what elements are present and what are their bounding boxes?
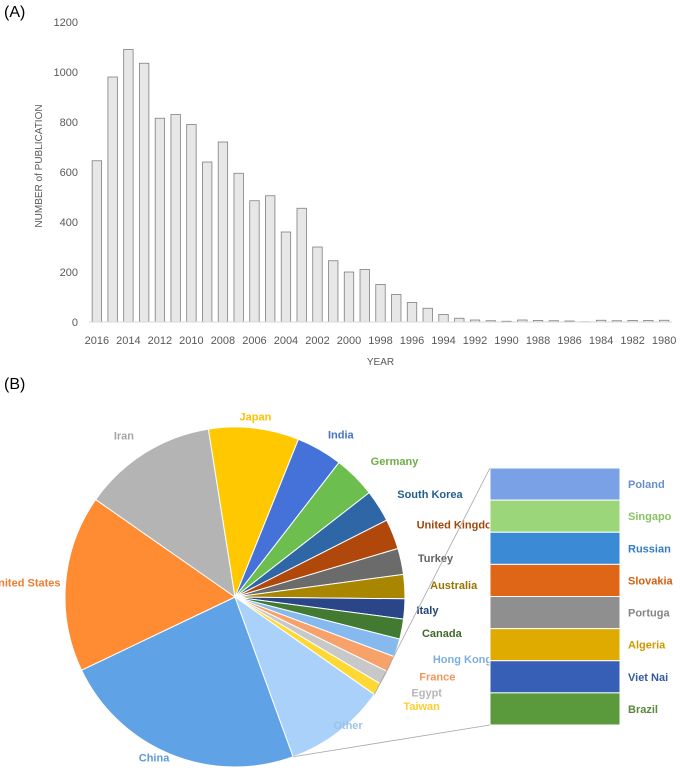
bar-2010 <box>186 124 197 323</box>
pie-slice-united-states <box>64 498 236 671</box>
bar-2014 <box>123 49 134 323</box>
x-tick-label: 1982 <box>620 335 644 347</box>
bar-2007 <box>233 172 244 323</box>
y-axis-title: NUMBER of PUBLICATION <box>34 104 45 227</box>
x-tick-label: 2006 <box>242 335 266 347</box>
breakout-label-algeria: Algeria <box>628 640 666 652</box>
bar-2000 <box>343 271 355 323</box>
bar-1993 <box>454 317 465 323</box>
pie-label-south-korea: South Korea <box>397 489 463 501</box>
x-tick-label: 1986 <box>557 335 581 347</box>
breakout-label-poland: Poland <box>628 479 665 491</box>
breakout-label-slovakia: Slovakia <box>628 575 674 587</box>
x-tick-label: 2004 <box>274 335 298 347</box>
x-tick-label: 1990 <box>494 335 518 347</box>
bar-2003 <box>296 207 307 323</box>
breakout-segment-poland <box>489 467 621 501</box>
bar-2002 <box>312 246 323 323</box>
bar-1998 <box>375 284 386 323</box>
pie-label-egypt: Egypt <box>411 688 442 700</box>
pie-slice-china <box>80 596 294 768</box>
bar-2004 <box>280 231 292 323</box>
y-tick-label: 0 <box>72 317 78 329</box>
pie-slice-iran <box>94 428 236 599</box>
pie-chart: China United States Iran Japan India Germany S… <box>0 411 502 768</box>
y-tick-label: 200 <box>60 267 78 279</box>
x-tick-label: 2000 <box>337 335 361 347</box>
bar-1994 <box>438 314 449 323</box>
y-tick-label: 1000 <box>54 67 78 79</box>
pie-label-united-states: United States <box>0 578 60 590</box>
x-tick-label: 2010 <box>179 335 203 347</box>
breakout-label-singapo: Singapo <box>628 511 672 523</box>
bar-1999 <box>359 269 370 323</box>
breakout-connector-top <box>373 467 491 695</box>
breakout-label-viet-nai: Viet Nai <box>628 672 668 684</box>
bar-2006 <box>249 200 260 323</box>
breakout-segment-portuga <box>489 596 621 630</box>
pie-label-france: France <box>419 671 455 683</box>
panel-label-b: (B) <box>4 376 26 393</box>
pie-label-australia: Australia <box>430 580 478 592</box>
pie-label-hong-kong: Hong Kong <box>433 654 492 666</box>
x-tick-label: 1994 <box>431 335 455 347</box>
other-breakout-bar: Poland Singapo Russian Slovakia Portuga Alger… <box>293 467 674 758</box>
bar-2008 <box>217 141 229 323</box>
bar-2001 <box>328 260 339 323</box>
pie-label-turkey: Turkey <box>418 553 454 565</box>
panel-label-a: (A) <box>4 4 26 21</box>
pie-label-italy: Italy <box>416 605 439 617</box>
y-tick-label: 400 <box>60 217 78 229</box>
x-tick-label: 1992 <box>463 335 487 347</box>
y-tick-label: 600 <box>60 167 78 179</box>
x-tick-label: 2014 <box>116 335 140 347</box>
y-tick-label: 800 <box>60 117 78 129</box>
pie-slice-other <box>233 595 376 758</box>
x-tick-label: 1984 <box>589 335 613 347</box>
x-tick-label: 1998 <box>368 335 392 347</box>
bar-2005 <box>265 195 276 323</box>
pie-label-taiwan: Taiwan <box>403 701 440 713</box>
bar-1995 <box>422 307 433 323</box>
breakout-segment-brazil <box>489 692 621 726</box>
breakout-connector-bottom <box>293 724 491 758</box>
x-tick-label: 1988 <box>526 335 550 347</box>
x-tick-label: 1996 <box>400 335 424 347</box>
breakout-label-portuga: Portuga <box>628 608 670 620</box>
pie-label-other: Other <box>333 720 363 732</box>
x-tick-label: 2012 <box>148 335 172 347</box>
pie-label-united-kingdom: United Kingdom <box>417 520 502 532</box>
bar-2012 <box>154 117 166 323</box>
bar-chart: 0 200 400 600 800 1000 1200 2016 2014 2012 2010 200… <box>34 17 676 368</box>
x-tick-label: 1980 <box>652 335 676 347</box>
bar-1996 <box>406 302 418 323</box>
x-tick-label: 2016 <box>85 335 109 347</box>
x-tick-label: 2002 <box>305 335 329 347</box>
pie-label-china: China <box>139 752 170 764</box>
x-tick-label: 2008 <box>211 335 235 347</box>
x-axis-title: YEAR <box>367 357 394 368</box>
y-tick-label: 1200 <box>54 17 78 29</box>
bar-2013 <box>139 62 150 323</box>
pie-label-iran: Iran <box>114 431 134 443</box>
breakout-label-brazil: Brazil <box>628 704 658 716</box>
pie-slice-japan <box>207 426 300 599</box>
pie-label-india: India <box>328 430 355 442</box>
breakout-segment-algeria <box>489 628 621 662</box>
breakout-segment-russian <box>489 531 621 565</box>
pie-label-canada: Canada <box>422 628 463 640</box>
pie-label-japan: Japan <box>240 411 272 423</box>
breakout-label-russian: Russian <box>628 543 671 555</box>
bar-2009 <box>202 161 213 323</box>
bar-2015 <box>107 76 118 323</box>
pie-label-germany: Germany <box>371 456 420 468</box>
breakout-segment-singapo <box>489 499 621 533</box>
breakout-segment-viet-nai <box>489 660 621 694</box>
breakout-segment-slovakia <box>489 563 621 597</box>
bar-2016 <box>91 160 103 323</box>
bar-2011 <box>170 114 181 323</box>
bar-1997 <box>391 294 402 323</box>
